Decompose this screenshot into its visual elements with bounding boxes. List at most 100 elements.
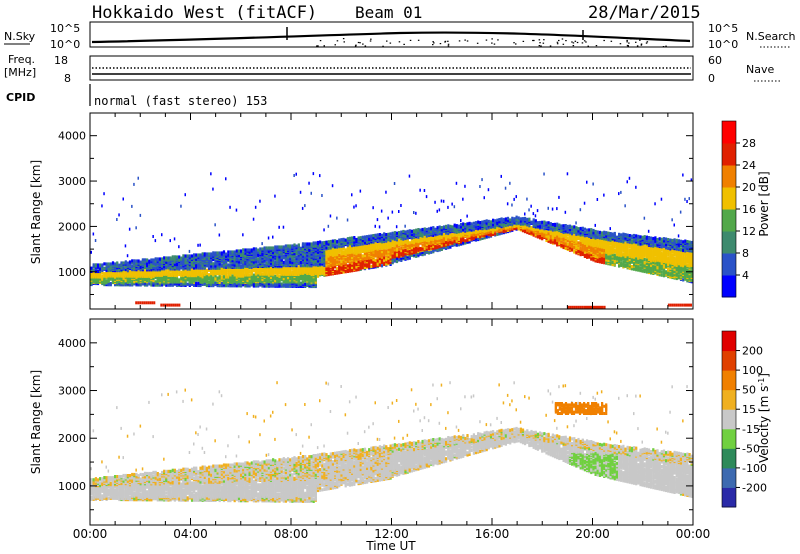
noise-dot [370, 38, 372, 40]
power-cell [173, 265, 176, 269]
power-cell [316, 253, 320, 258]
power-cell [447, 224, 450, 228]
power-cell [363, 256, 367, 260]
power-cell [195, 263, 198, 267]
power-cell [306, 281, 309, 285]
power-cell [171, 262, 174, 267]
power-cell [366, 235, 369, 239]
power-cell [404, 230, 407, 234]
power-cell [391, 246, 394, 251]
power-cell [423, 235, 426, 239]
power-cell [316, 240, 320, 245]
power-cell [449, 224, 452, 228]
power-cell [378, 225, 381, 229]
power-cell [413, 211, 415, 214]
power-cell [293, 254, 296, 258]
power-cell [265, 261, 268, 265]
power-cell [462, 236, 465, 240]
noise-dot [433, 42, 435, 44]
power-cell [244, 251, 247, 255]
power-cell [278, 267, 281, 271]
power-cell [509, 181, 511, 185]
power-cell [393, 259, 396, 263]
power-cell [524, 216, 527, 221]
power-cell [216, 271, 219, 275]
power-cell [197, 270, 200, 274]
power-cell [90, 250, 92, 254]
power-cell [319, 271, 322, 275]
power-cell [259, 247, 262, 251]
noise-dot [491, 42, 493, 44]
power-cell [370, 264, 373, 268]
power-cell [184, 275, 187, 279]
power-cell [222, 261, 226, 265]
power-cell [111, 274, 115, 278]
power-cell [492, 218, 495, 222]
power-cell [496, 229, 499, 233]
noise-dot [636, 45, 639, 47]
power-cell [348, 262, 352, 267]
power-cell [348, 257, 352, 261]
noise-dot [409, 39, 412, 41]
power-cell [124, 268, 127, 272]
noise-dot [398, 41, 401, 43]
power-cell [331, 184, 334, 188]
power-cell [442, 242, 446, 246]
power-cell [445, 245, 448, 249]
power-cell [517, 216, 520, 220]
freq-label-line2: [MHz] [4, 66, 36, 79]
power-cell [389, 235, 392, 239]
power-cell [252, 260, 255, 264]
power-cell [257, 257, 260, 261]
power-cell [199, 265, 202, 269]
power-cell [316, 250, 320, 254]
power-cell [171, 257, 174, 261]
power-cell [173, 257, 176, 261]
power-cell [254, 247, 258, 251]
power-cell [208, 252, 211, 256]
power-cell [269, 255, 273, 259]
power-cell [235, 265, 238, 269]
power-cell [254, 252, 258, 256]
power-cell [237, 249, 241, 253]
power-cell [284, 268, 287, 272]
power-cell [282, 254, 285, 258]
power-cell [410, 233, 413, 237]
power-cell [154, 275, 157, 280]
power-cell [408, 174, 411, 178]
power-cell [421, 232, 424, 236]
power-cell [460, 223, 463, 227]
power-cell [468, 221, 471, 225]
power-cell [146, 261, 149, 265]
noise-dot [362, 43, 364, 45]
power-cell [276, 275, 279, 280]
power-cell [413, 243, 416, 247]
power-cell [301, 266, 305, 270]
power-cell [165, 271, 168, 275]
power-cell [346, 258, 349, 263]
power-cell [374, 233, 377, 237]
power-cell [199, 253, 202, 257]
power-cell [126, 269, 129, 273]
power-cell [252, 258, 255, 262]
power-cell [340, 238, 343, 242]
power-cell [321, 259, 324, 263]
power-cell [419, 232, 422, 237]
power-cell [496, 232, 499, 236]
noise-dot [355, 44, 357, 46]
power-cell [419, 239, 422, 243]
power-cell [231, 270, 234, 274]
power-cell [321, 241, 324, 245]
power-cell [325, 255, 328, 259]
power-cell [293, 243, 296, 247]
power-cell [485, 231, 488, 235]
noise-dot [533, 39, 535, 42]
power-cell [383, 232, 386, 236]
power-cell [479, 185, 481, 188]
power-cell [246, 272, 249, 276]
power-cell [297, 243, 300, 247]
noise-dot [539, 42, 541, 44]
noise-dot [458, 40, 461, 42]
noise-dot [342, 38, 345, 40]
noise-dot [497, 39, 499, 41]
